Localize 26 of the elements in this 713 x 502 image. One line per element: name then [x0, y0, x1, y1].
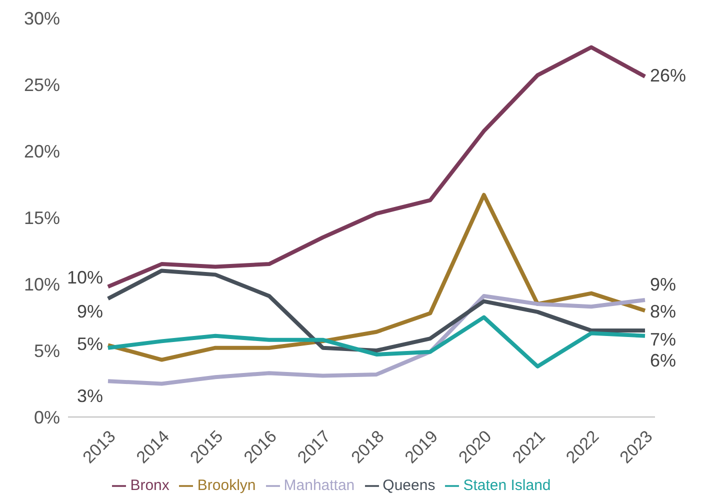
legend-label: Queens [382, 477, 436, 494]
legend-label: Staten Island [463, 477, 551, 494]
data-label: 5% [76, 334, 103, 354]
line-series [106, 315, 647, 368]
legend-label: Manhattan [284, 477, 355, 494]
data-label: 10% [66, 267, 103, 288]
data-label: 7% [650, 329, 676, 350]
data-label: 9% [650, 274, 676, 295]
y-tick-label: 20% [24, 141, 60, 162]
data-label: 26% [650, 65, 686, 86]
data-label: 6% [650, 350, 676, 371]
legend-label: Brooklyn [197, 477, 256, 494]
y-tick-label: 0% [34, 407, 60, 428]
y-tick-label: 15% [24, 208, 60, 228]
legend-label: Bronx [130, 477, 170, 494]
data-label: 9% [76, 301, 103, 322]
line-series [106, 294, 647, 386]
line-series [106, 45, 647, 289]
line-series [106, 192, 647, 362]
y-tick-label: 30% [24, 8, 60, 28]
data-label: 8% [650, 301, 676, 322]
line-series [106, 268, 647, 352]
data-label: 3% [76, 386, 103, 406]
y-tick-label: 5% [34, 340, 60, 361]
y-tick-label: 25% [24, 74, 60, 95]
y-tick-label: 10% [24, 274, 60, 294]
